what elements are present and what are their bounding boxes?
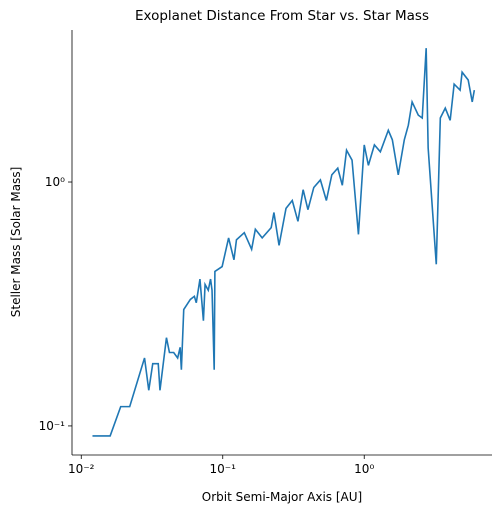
line — [92, 48, 476, 437]
y-tick-label: 10⁻¹ — [39, 419, 66, 433]
x-tick-label: 10⁻¹ — [210, 462, 237, 476]
x-tick-label: 10⁻² — [68, 462, 95, 476]
y-axis-label: Steller Mass [Solar Mass] — [9, 167, 23, 318]
y-tick-label: 10⁰ — [45, 175, 65, 189]
x-axis-label: Orbit Semi-Major Axis [AU] — [202, 490, 362, 504]
x-tick-label: 10⁰ — [354, 462, 374, 476]
chart-title: Exoplanet Distance From Star vs. Star Ma… — [135, 8, 429, 24]
